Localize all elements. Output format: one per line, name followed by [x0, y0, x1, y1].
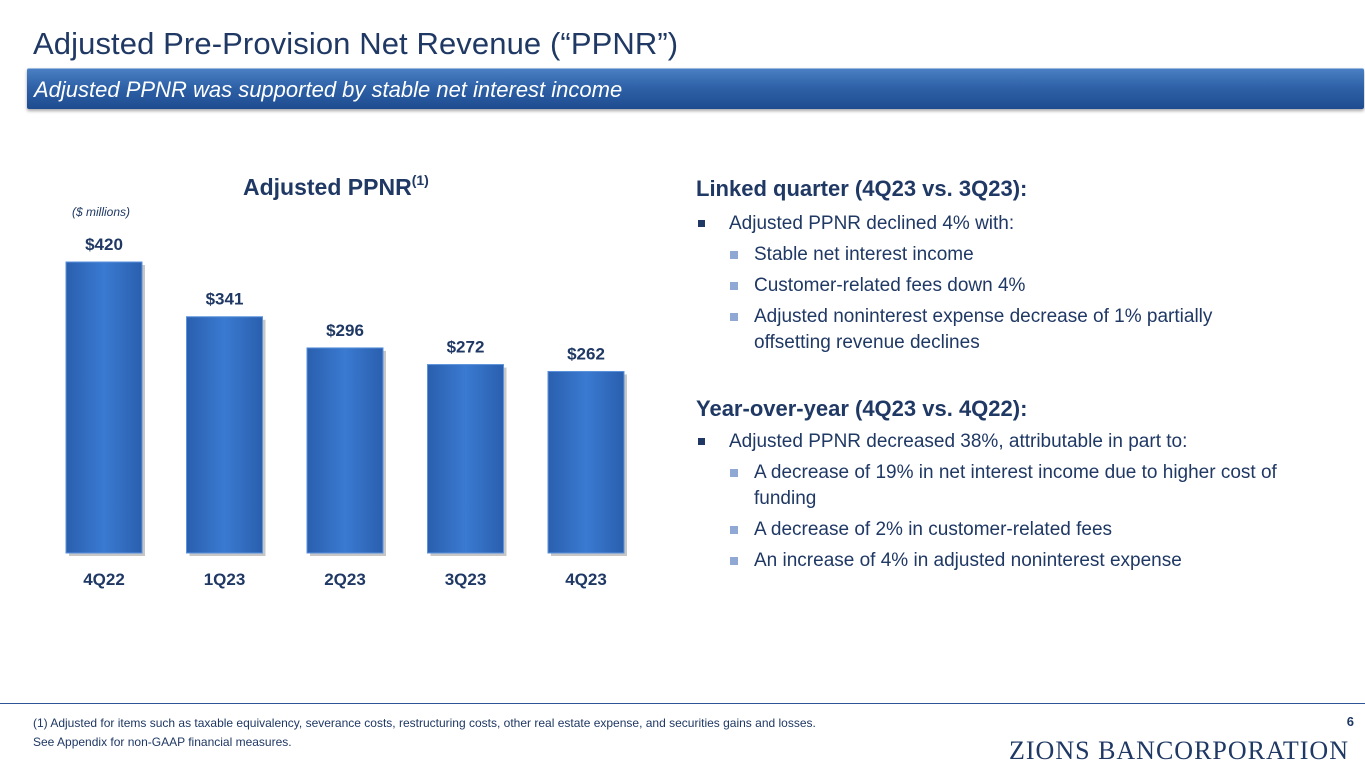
zions-bancorporation-logo: ZIONS BANCORPORATION [1009, 736, 1349, 765]
subtitle-banner: Adjusted PPNR was supported by stable ne… [27, 68, 1364, 109]
chart-title: Adjusted PPNR(1) [243, 172, 429, 201]
page-title: Adjusted Pre-Provision Net Revenue (“PPN… [33, 26, 679, 61]
subtitle-text: Adjusted PPNR was supported by stable ne… [34, 77, 623, 102]
linked-quarter-sub-1: Stable net interest income [730, 242, 1314, 268]
data-label-4Q23: $262 [567, 344, 605, 363]
data-label-3Q23: $272 [447, 338, 485, 357]
bar-4Q23 [547, 370, 625, 554]
data-label-2Q23: $296 [326, 321, 364, 340]
year-over-year-sub-2: A decrease of 2% in customer-related fee… [730, 517, 1314, 543]
chart-title-footnote-ref: (1) [411, 172, 429, 188]
bar-3Q23 [427, 364, 504, 554]
bar-4Q22 [65, 261, 143, 554]
page-number: 6 [1346, 714, 1354, 729]
year-over-year-sub-1: A decrease of 19% in net interest income… [730, 460, 1304, 512]
x-tick-label-1Q23: 1Q23 [204, 570, 246, 589]
x-tick-label-4Q23: 4Q23 [565, 570, 607, 589]
year-over-year-bullet: Adjusted PPNR decreased 38%, attributabl… [697, 429, 1187, 455]
chart-units-label: ($ millions) [72, 205, 131, 219]
footnote-2: See Appendix for non-GAAP financial meas… [33, 735, 292, 749]
linked-quarter-bullet: Adjusted PPNR declined 4% with: [697, 211, 1014, 237]
footer-divider [0, 703, 1365, 704]
year-over-year-heading: Year-over-year (4Q23 vs. 4Q22): [696, 396, 1028, 421]
data-label-1Q23: $341 [206, 290, 244, 309]
footnote-1: (1) Adjusted for items such as taxable e… [33, 716, 816, 730]
ppnr-bar-chart: $420 4Q22 $341 1Q23 $296 2Q23 $272 3Q23 $262 4Q23 [65, 235, 627, 589]
chart-title-text: Adjusted PPNR [243, 174, 412, 200]
bar-1Q23 [186, 316, 263, 554]
linked-quarter-sub-2: Customer-related fees down 4% [730, 273, 1314, 299]
x-tick-label-2Q23: 2Q23 [324, 570, 366, 589]
year-over-year-sub-3: An increase of 4% in adjusted noninteres… [730, 548, 1314, 574]
data-label-4Q22: $420 [85, 235, 123, 254]
bar-2Q23 [306, 347, 384, 554]
linked-quarter-sub-3: Adjusted noninterest expense decrease of… [730, 304, 1244, 356]
x-tick-label-3Q23: 3Q23 [445, 570, 487, 589]
linked-quarter-heading: Linked quarter (4Q23 vs. 3Q23): [696, 176, 1028, 201]
x-tick-label-4Q22: 4Q22 [83, 570, 125, 589]
